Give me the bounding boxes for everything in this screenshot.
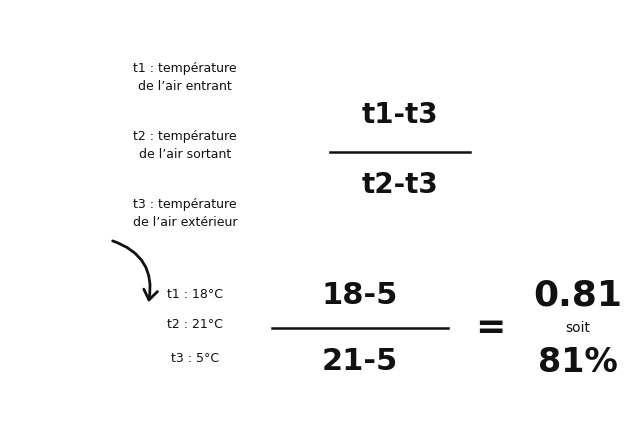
Text: 21-5: 21-5: [322, 347, 398, 377]
Text: 81%: 81%: [538, 345, 618, 378]
Text: soit: soit: [565, 321, 590, 335]
Text: 18-5: 18-5: [322, 281, 398, 309]
Text: t3 : température
de l’air extérieur: t3 : température de l’air extérieur: [132, 198, 237, 229]
Text: t2 : température
de l’air sortant: t2 : température de l’air sortant: [133, 130, 237, 161]
Text: 0.81: 0.81: [534, 278, 622, 312]
Text: t2 : 21°C: t2 : 21°C: [167, 318, 223, 332]
Text: =: =: [475, 311, 505, 345]
Text: t3 : 5°C: t3 : 5°C: [171, 351, 219, 365]
Text: t1 : 18°C: t1 : 18°C: [167, 288, 223, 302]
FancyArrowPatch shape: [113, 241, 158, 300]
Text: t2-t3: t2-t3: [361, 171, 439, 199]
Text: t1-t3: t1-t3: [361, 101, 439, 129]
Text: t1 : température
de l’air entrant: t1 : température de l’air entrant: [133, 62, 237, 93]
